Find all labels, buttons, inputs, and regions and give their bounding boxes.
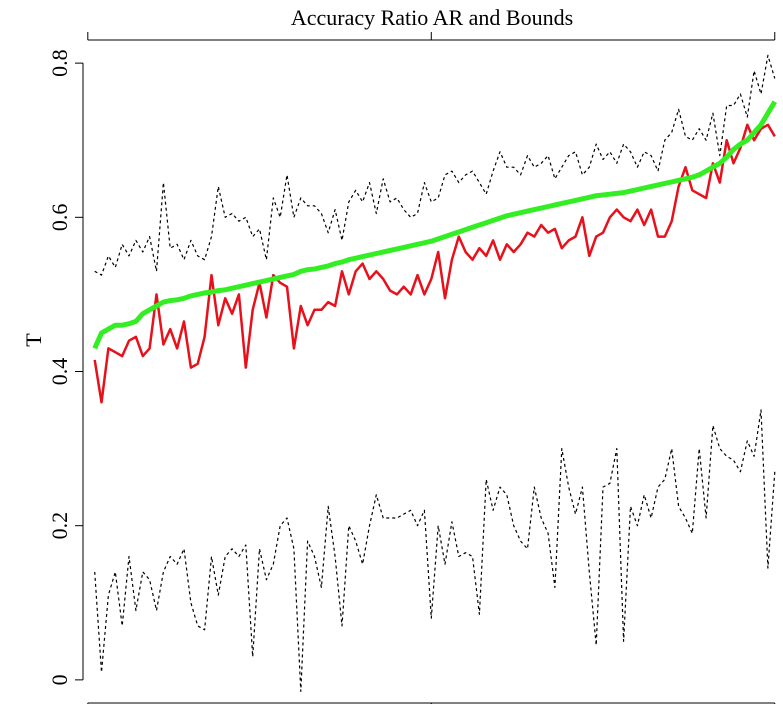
- series-line: [94, 409, 776, 692]
- y-tick-label: 0.8: [47, 49, 72, 77]
- y-tick-label: 0.4: [47, 358, 72, 386]
- y-axis-label: T: [21, 333, 46, 347]
- y-tick-label: 0: [47, 674, 72, 685]
- series-line: [94, 54, 776, 276]
- y-tick-label: 0.6: [47, 204, 72, 232]
- chart-title: Accuracy Ratio AR and Bounds: [291, 5, 573, 30]
- series-line: [93, 123, 776, 404]
- series-line: [92, 100, 777, 350]
- y-tick-label: 0.2: [47, 512, 72, 540]
